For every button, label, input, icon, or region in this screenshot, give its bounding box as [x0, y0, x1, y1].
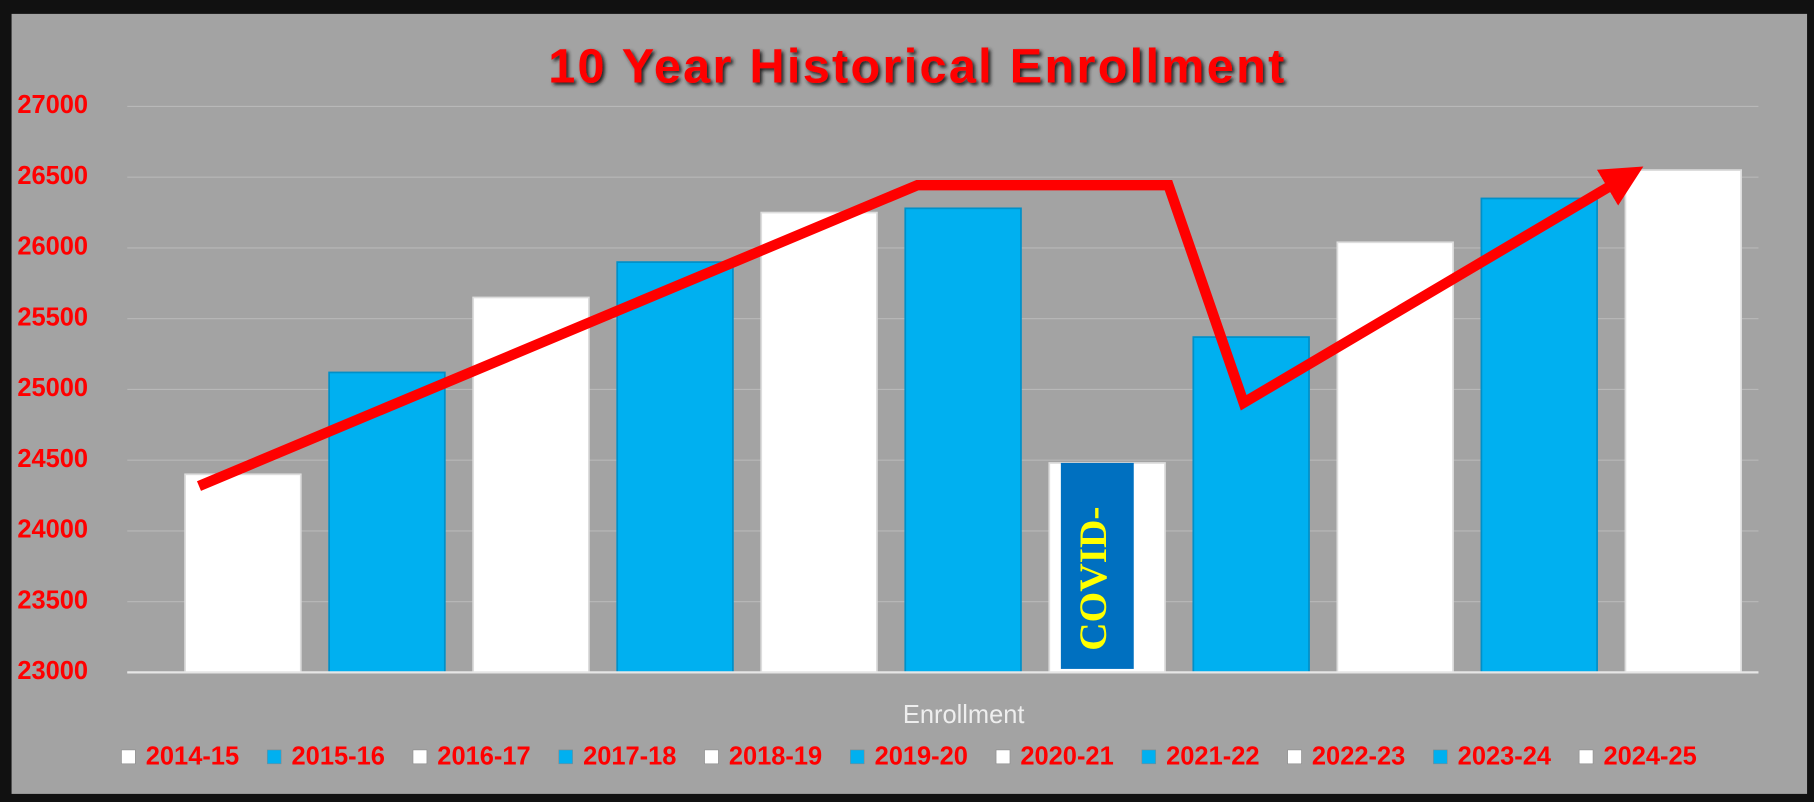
- bar: [184, 473, 302, 674]
- y-tick-label: 23000: [17, 657, 88, 685]
- y-tick-label: 26000: [17, 233, 88, 261]
- legend-marker: [121, 749, 136, 765]
- y-tick-label: 24500: [17, 445, 88, 473]
- legend-marker: [850, 749, 865, 765]
- legend-label: 2022-23: [1312, 743, 1405, 771]
- legend-marker: [1287, 749, 1302, 765]
- y-tick-label: 25000: [17, 374, 88, 402]
- legend-marker: [266, 749, 282, 765]
- legend-label: 2017-18: [583, 743, 676, 771]
- legend-marker: [412, 749, 428, 765]
- legend-marker: [1433, 749, 1448, 765]
- legend-label: 2020-21: [1020, 743, 1113, 771]
- legend-marker: [1578, 749, 1594, 765]
- chart-title: 10 Year Historical Enrollment: [548, 39, 1286, 93]
- bar: [616, 261, 734, 674]
- bar: [904, 207, 1022, 674]
- y-tick-label: 27000: [17, 91, 88, 119]
- y-tick-label: 26500: [17, 162, 88, 190]
- bar: [1192, 336, 1310, 674]
- y-tick-label: 25500: [17, 303, 88, 331]
- bar: [1336, 241, 1454, 674]
- annotation-box: [1060, 462, 1134, 669]
- legend-marker: [995, 749, 1011, 765]
- y-tick-label: 23500: [17, 586, 88, 614]
- legend-label: 2021-22: [1166, 743, 1259, 771]
- legend-label: 2019-20: [875, 743, 968, 771]
- legend-label: 2018-19: [729, 743, 822, 771]
- bar: [760, 211, 878, 674]
- annotation: COVID-: [1071, 507, 1115, 651]
- legend-label: 2014-15: [146, 743, 239, 771]
- x-category-label: Enrollment: [903, 701, 1025, 729]
- legend-label: 2023-24: [1458, 743, 1552, 771]
- legend-label: 2024-25: [1603, 743, 1696, 771]
- bar: [1624, 169, 1742, 674]
- bar: [472, 296, 590, 674]
- legend-marker: [558, 749, 573, 765]
- legend-marker: [1141, 749, 1157, 765]
- legend-label: 2015-16: [292, 743, 385, 771]
- bar: [328, 371, 446, 674]
- y-tick-label: 24000: [17, 516, 88, 544]
- legend-label: 2016-17: [437, 743, 530, 771]
- bar: [1480, 197, 1598, 674]
- legend-marker: [704, 749, 719, 765]
- trend-arrow: [196, 166, 1644, 491]
